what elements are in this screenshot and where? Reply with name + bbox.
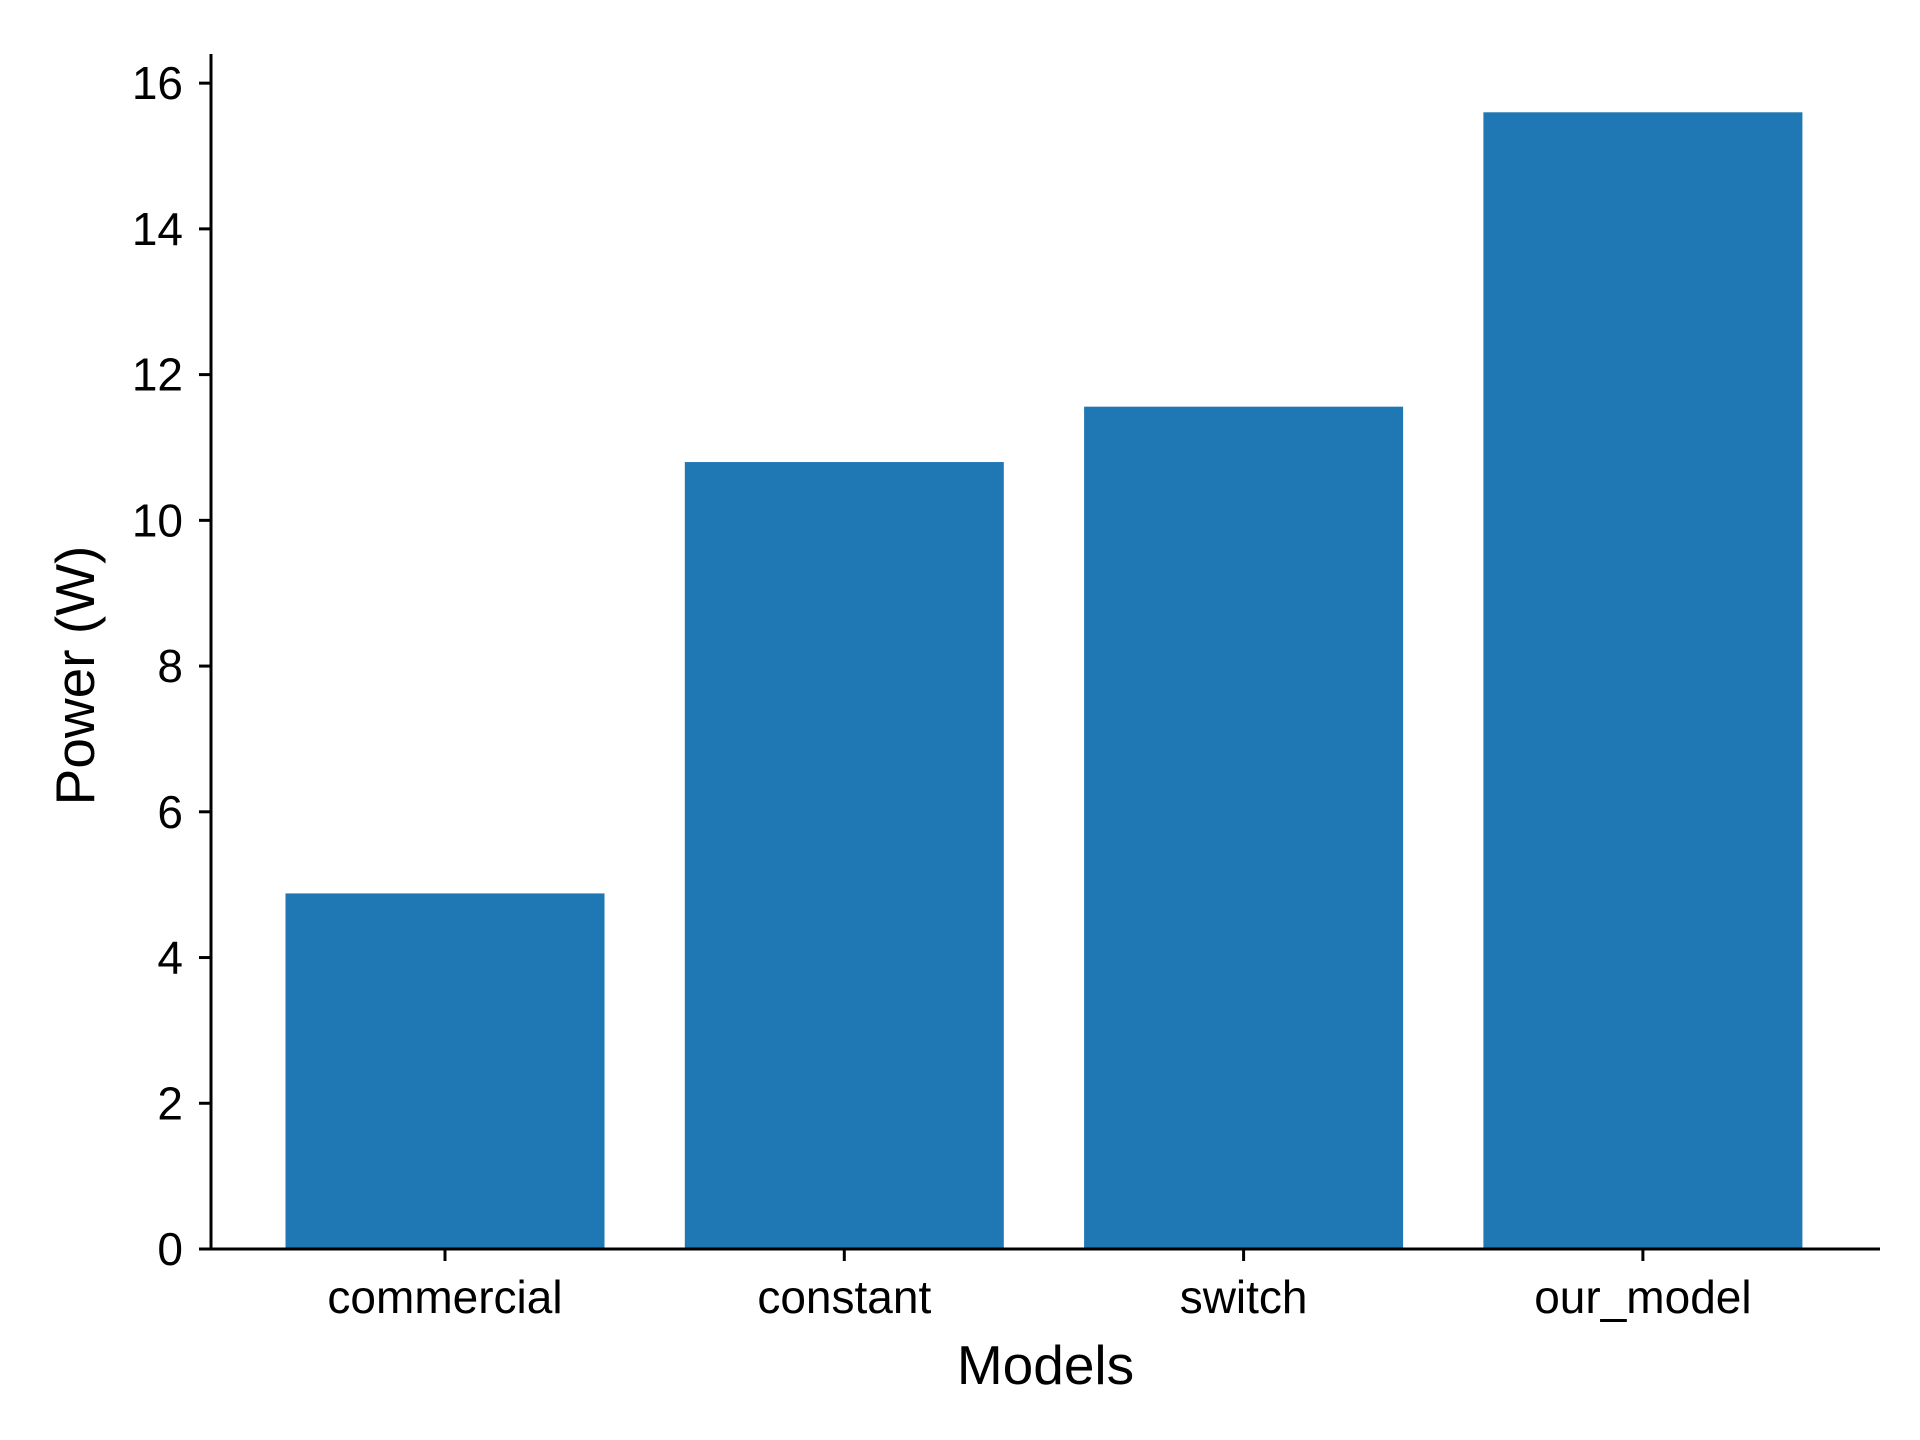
x-tick-label: switch [1180,1271,1308,1323]
y-tick-label: 2 [157,1077,183,1129]
y-tick-label: 16 [132,57,183,109]
y-axis-title: Power (W) [44,546,106,806]
y-tick-label: 10 [132,494,183,546]
y-tick-label: 14 [132,203,183,255]
y-tick-label: 0 [157,1223,183,1275]
bars-layer [285,112,1803,1249]
y-tick-label: 12 [132,349,183,401]
y-tick-label: 4 [157,932,183,984]
y-tick-label: 6 [157,786,183,838]
bar-constant [684,462,1004,1249]
y-tick-label: 8 [157,640,183,692]
bar-commercial [285,893,605,1249]
bar-our-model [1483,112,1803,1249]
bar-switch [1084,406,1404,1249]
x-tick-label: our_model [1534,1271,1751,1323]
x-tick-label: commercial [327,1271,562,1323]
x-tick-label: constant [757,1271,931,1323]
x-axis-title: Models [957,1334,1134,1396]
x-axis-ticks: commercial constant switch our_model [327,1249,1752,1323]
y-axis-ticks: 0 2 4 6 8 10 12 14 16 [132,57,211,1275]
axes-layer [209,54,1880,1251]
